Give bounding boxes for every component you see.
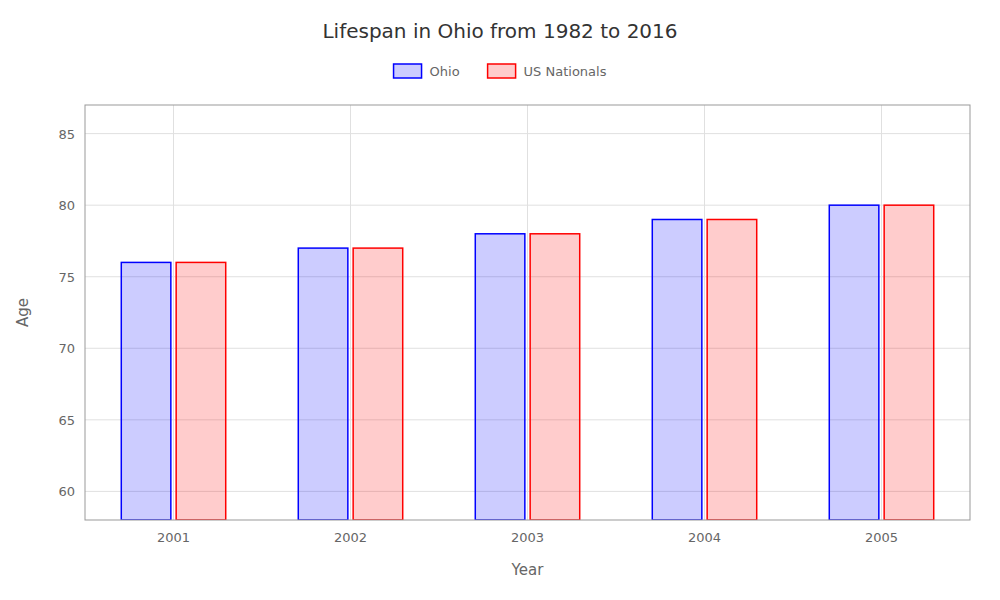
- bar: [829, 205, 879, 520]
- x-tick-label: 2003: [511, 530, 544, 545]
- x-tick-label: 2004: [688, 530, 721, 545]
- legend-item: US Nationals: [488, 64, 607, 79]
- x-grid-line: [527, 105, 528, 520]
- plot-frame: [85, 105, 970, 520]
- bar: [176, 262, 226, 520]
- legend-label: Ohio: [430, 64, 460, 79]
- grid: [85, 105, 970, 520]
- legend-item: Ohio: [394, 64, 460, 79]
- bar: [652, 219, 702, 520]
- y-axis-label: Age: [14, 298, 32, 327]
- legend-swatch: [394, 64, 422, 78]
- y-tick-label: 85: [58, 127, 75, 142]
- legend: Ohio US Nationals: [394, 64, 607, 79]
- x-grid-line: [350, 105, 351, 520]
- bar: [475, 234, 525, 520]
- x-grid-line: [881, 105, 882, 520]
- bar: [353, 248, 403, 520]
- x-tick-label: 2002: [334, 530, 367, 545]
- x-tick-label: 2001: [157, 530, 190, 545]
- bars: [121, 205, 933, 520]
- bar: [530, 234, 580, 520]
- y-tick-label: 80: [58, 198, 75, 213]
- x-grid-line: [173, 105, 174, 520]
- chart: Lifespan in Ohio from 1982 to 2016 60 65 70…: [0, 0, 1000, 600]
- y-tick-label: 75: [58, 270, 75, 285]
- title: Lifespan in Ohio from 1982 to 2016: [322, 19, 677, 43]
- x-tick-label: 2005: [865, 530, 898, 545]
- y-tick-label: 60: [58, 484, 75, 499]
- x-grid-line: [704, 105, 705, 520]
- y-tick-label: 70: [58, 341, 75, 356]
- bar: [298, 248, 348, 520]
- legend-label: US Nationals: [524, 64, 607, 79]
- legend-swatch: [488, 64, 516, 78]
- y-tick-label: 65: [58, 413, 75, 428]
- bar: [121, 262, 171, 520]
- bar: [884, 205, 934, 520]
- bar: [707, 219, 757, 520]
- x-axis-label: Year: [511, 561, 545, 579]
